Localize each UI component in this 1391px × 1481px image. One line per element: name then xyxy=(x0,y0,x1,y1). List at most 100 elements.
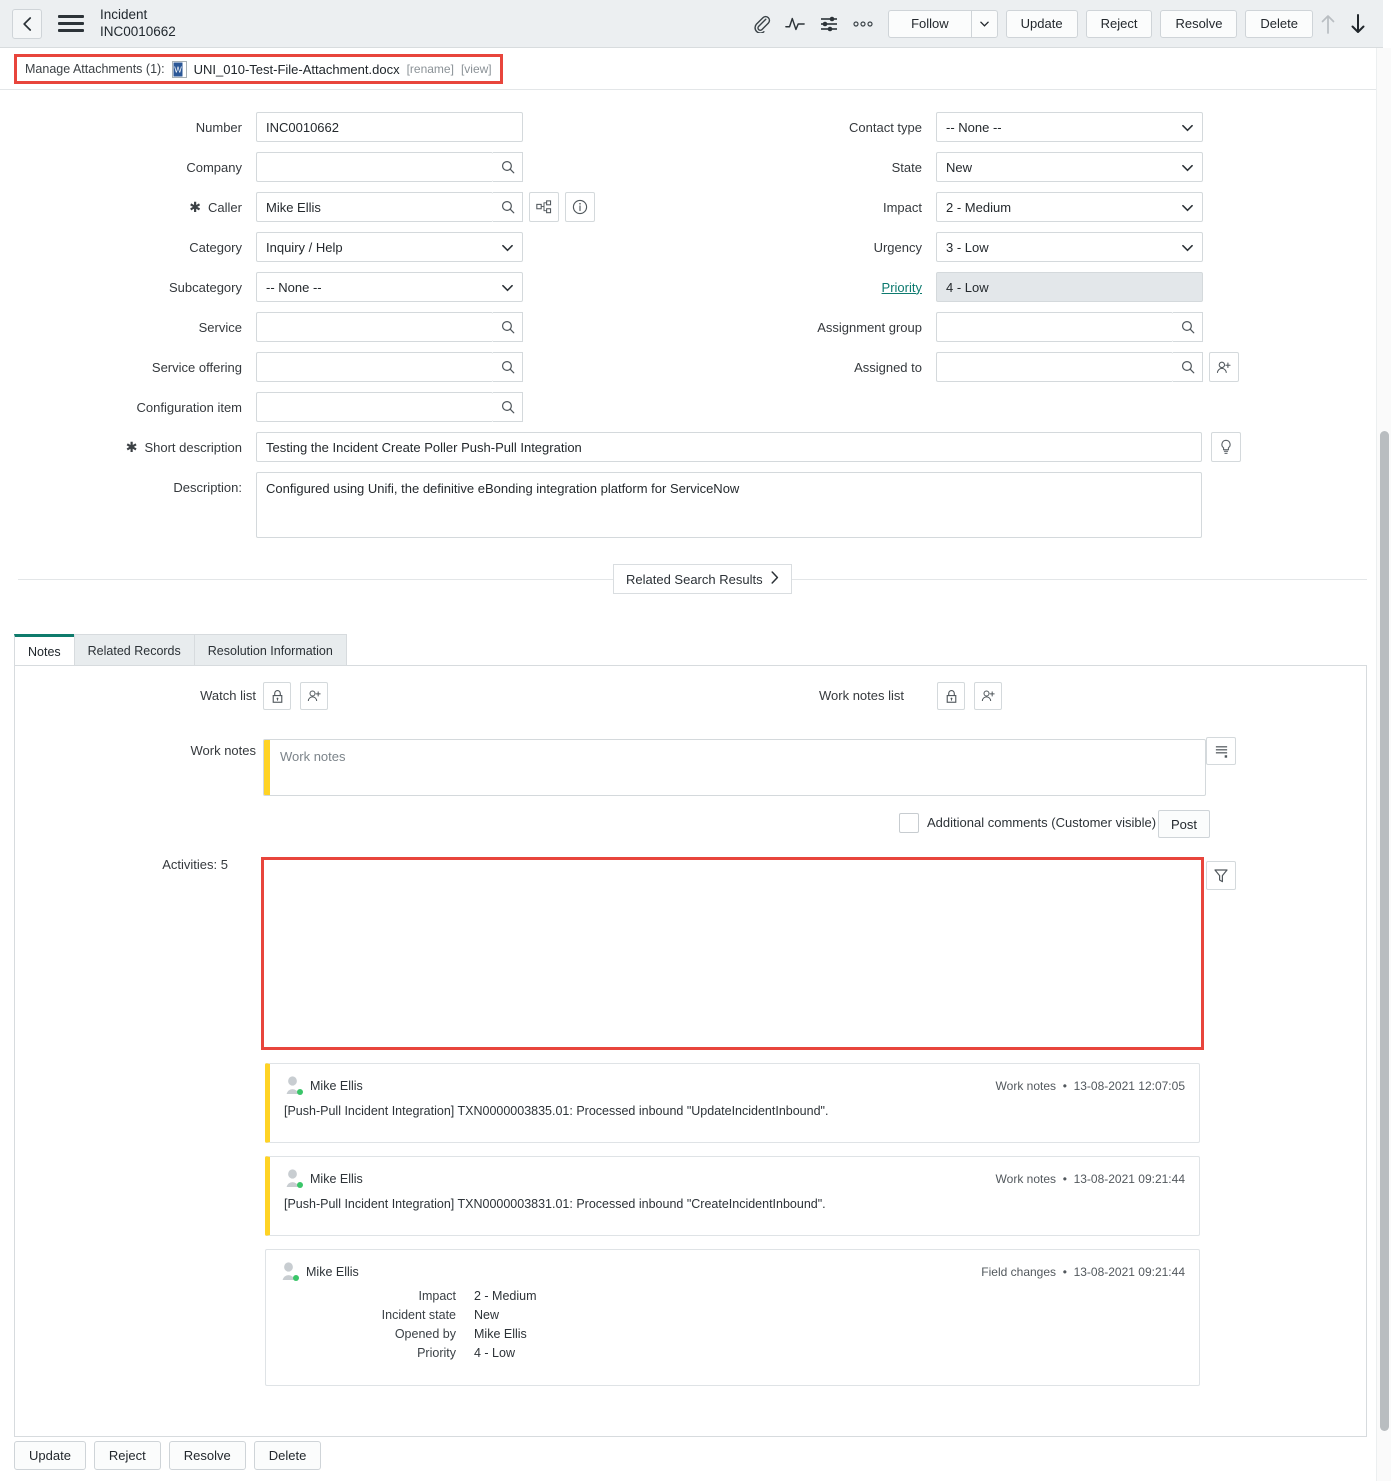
work-notes-list-add-user-icon[interactable] xyxy=(974,682,1002,710)
configuration-item-search-icon[interactable] xyxy=(493,392,523,422)
label-service-offering: Service offering xyxy=(151,359,242,375)
field-changes-value: 2 - Medium xyxy=(474,1289,537,1303)
attachment-file-name[interactable]: UNI_010-Test-File-Attachment.docx xyxy=(193,61,400,77)
scrollbar-thumb[interactable] xyxy=(1380,431,1389,1431)
post-button[interactable]: Post xyxy=(1158,810,1211,838)
attachment-bar: Manage Attachments (1): W UNI_010-Test-F… xyxy=(0,48,1383,90)
activity-meta: Work notes • 13-08-2021 12:07:08 xyxy=(996,877,1185,891)
bottom-reject-button[interactable]: Reject xyxy=(93,1441,161,1470)
avatar xyxy=(284,1169,303,1188)
resolve-button[interactable]: Resolve xyxy=(1160,9,1238,38)
assignment-group-search-icon[interactable] xyxy=(1173,312,1203,342)
funnel-filter-icon[interactable] xyxy=(1206,861,1236,890)
paperclip-icon[interactable] xyxy=(744,7,778,41)
chevron-left-icon xyxy=(22,16,31,31)
assigned-to-add-user-icon[interactable] xyxy=(1209,352,1239,382)
delete-button[interactable]: Delete xyxy=(1245,9,1313,38)
required-asterisk-icon: ✱ xyxy=(189,199,202,215)
bottom-update-button[interactable]: Update xyxy=(14,1441,86,1470)
assigned-to-search-icon[interactable] xyxy=(1173,352,1203,382)
follow-button[interactable]: Follow xyxy=(888,9,971,38)
service-offering-search-icon[interactable] xyxy=(493,352,523,382)
caller-input[interactable]: Mike Ellis xyxy=(256,192,493,222)
caller-info-icon[interactable] xyxy=(565,192,595,222)
caller-hierarchy-icon[interactable] xyxy=(529,192,559,222)
work-notes-input[interactable]: Work notes xyxy=(263,739,1206,796)
chevron-down-icon xyxy=(1182,160,1193,175)
vertical-scrollbar[interactable] xyxy=(1376,48,1391,1481)
activity-entry[interactable]: Mike Ellis Field changes • 13-08-2021 09… xyxy=(265,1249,1200,1386)
assigned-to-input[interactable] xyxy=(936,352,1173,382)
activity-attachment-name[interactable]: UNI_010-Test-File-Attachment.docx xyxy=(280,998,490,1012)
activity-body: [Push-Pull Incident Integration] TXN0000… xyxy=(284,1197,826,1211)
activity-meta: Work notes • 13-08-2021 12:07:05 xyxy=(996,1079,1185,1093)
state-select[interactable]: New xyxy=(936,152,1203,182)
subcategory-select[interactable]: -- None -- xyxy=(256,272,523,302)
follow-dropdown-button[interactable] xyxy=(970,9,998,38)
watch-list-add-user-icon[interactable] xyxy=(300,682,328,710)
tab-related-records[interactable]: Related Records xyxy=(73,634,195,666)
divider xyxy=(0,89,1383,90)
table-row: Incident state New xyxy=(366,1306,1185,1325)
activity-timestamp: 13-08-2021 09:21:44 xyxy=(1073,1171,1185,1186)
reject-button[interactable]: Reject xyxy=(1085,9,1153,38)
work-notes-list-lock-icon[interactable] xyxy=(937,682,965,710)
watch-list-lock-icon[interactable] xyxy=(263,682,291,710)
description-textarea[interactable] xyxy=(256,472,1202,538)
activities-count-label: Activities: 5 xyxy=(162,857,228,872)
related-search-results-button[interactable]: Related Search Results xyxy=(613,564,792,594)
number-input[interactable]: INC0010662 xyxy=(256,112,523,142)
service-input[interactable] xyxy=(256,312,493,342)
field-row-company: Company xyxy=(0,152,523,182)
activity-header: Mike Ellis Attachment uploaded • 13-08-2… xyxy=(266,956,1199,987)
activity-separator: • xyxy=(1062,1078,1067,1093)
company-input[interactable] xyxy=(256,152,493,182)
activity-header: Mike Ellis Work notes • 13-08-2021 12:07… xyxy=(270,862,1199,893)
arrow-up-icon[interactable] xyxy=(1313,7,1343,41)
state-value: New xyxy=(946,159,973,175)
contact-type-select[interactable]: -- None -- xyxy=(936,112,1203,142)
journal-entries-icon[interactable] xyxy=(1206,737,1236,765)
urgency-select[interactable]: 3 - Low xyxy=(936,232,1203,262)
lightbulb-icon[interactable] xyxy=(1211,432,1241,462)
caller-search-icon[interactable] xyxy=(493,192,523,222)
activity-stream-icon[interactable] xyxy=(778,7,812,41)
word-document-icon: W xyxy=(171,60,187,78)
hamburger-icon[interactable] xyxy=(58,15,84,32)
activity-entry[interactable]: Mike Ellis Attachment uploaded • 13-08-2… xyxy=(265,955,1200,1050)
label-assignment-group: Assignment group xyxy=(817,319,922,335)
configuration-item-input[interactable] xyxy=(256,392,493,422)
more-options-icon[interactable] xyxy=(846,7,880,41)
update-button[interactable]: Update xyxy=(1005,9,1078,38)
attachment-view-link[interactable]: [view] xyxy=(460,62,492,76)
service-search-icon[interactable] xyxy=(493,312,523,342)
field-row-assignment-group: Assignment group xyxy=(680,312,1203,342)
sliders-icon[interactable] xyxy=(812,7,846,41)
impact-select[interactable]: 2 - Medium xyxy=(936,192,1203,222)
tab-resolution-information[interactable]: Resolution Information xyxy=(193,634,347,666)
label-description: Description: xyxy=(173,479,242,495)
activity-entry[interactable]: Mike Ellis Work notes • 13-08-2021 12:07… xyxy=(265,1063,1200,1143)
assignment-group-input[interactable] xyxy=(936,312,1173,342)
bottom-delete-button[interactable]: Delete xyxy=(253,1441,322,1470)
service-offering-input[interactable] xyxy=(256,352,493,382)
arrow-down-icon[interactable] xyxy=(1343,7,1373,41)
attachment-rename-link[interactable]: [rename] xyxy=(406,62,454,76)
short-description-input[interactable]: Testing the Incident Create Poller Push-… xyxy=(256,432,1202,462)
activity-entry[interactable]: Mike Ellis Work notes • 13-08-2021 12:07… xyxy=(265,861,1200,952)
required-asterisk-icon: ✱ xyxy=(125,439,138,455)
bottom-resolve-button[interactable]: Resolve xyxy=(168,1441,246,1470)
activity-type: Field changes xyxy=(981,1264,1057,1279)
avatar xyxy=(284,1076,303,1095)
activity-entry[interactable]: Mike Ellis Work notes • 13-08-2021 09:21… xyxy=(265,1156,1200,1236)
company-search-icon[interactable] xyxy=(493,152,523,182)
category-select[interactable]: Inquiry / Help xyxy=(256,232,523,262)
label-service: Service xyxy=(198,319,242,335)
back-button[interactable] xyxy=(12,8,42,39)
priority-link[interactable]: Priority xyxy=(881,279,922,295)
bottom-action-bar: Update Reject Resolve Delete xyxy=(14,1441,322,1470)
online-status-dot xyxy=(297,1182,303,1188)
field-row-priority: Priority 4 - Low xyxy=(680,272,1203,302)
additional-comments-checkbox[interactable] xyxy=(899,813,919,833)
tab-notes[interactable]: Notes xyxy=(14,634,75,666)
